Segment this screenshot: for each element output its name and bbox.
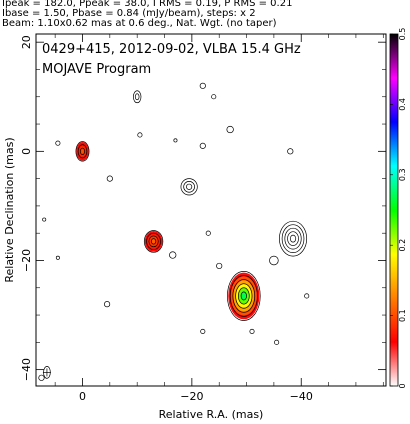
intensity-contour xyxy=(77,144,88,159)
intensity-contour xyxy=(79,147,86,155)
header-line-3: Beam: 1.10x0.62 mas at 0.6 deg., Nat. Wg… xyxy=(2,18,277,29)
noise-contour xyxy=(137,132,143,138)
contour-layer xyxy=(38,82,310,381)
y-tick-label: −40 xyxy=(20,358,33,381)
noise-contour xyxy=(287,148,294,155)
y-axis-label: Relative Declination (mas) xyxy=(3,137,16,282)
noise-contour xyxy=(200,328,206,334)
intensity-contour xyxy=(183,180,195,193)
intensity-contour xyxy=(180,178,198,196)
noise-contour xyxy=(205,230,211,236)
polarization-fill xyxy=(81,149,84,153)
axis-ticks xyxy=(36,34,386,386)
intensity-contour xyxy=(227,271,261,321)
noise-contour xyxy=(304,293,310,299)
colorbar-tick-label: 0.4 xyxy=(398,98,407,111)
intensity-contour xyxy=(235,283,253,309)
noise-contour xyxy=(199,142,206,149)
source-component-knot xyxy=(132,90,142,104)
noise-contour xyxy=(226,125,234,134)
intensity-contour xyxy=(75,141,90,162)
noise-contour xyxy=(104,301,111,308)
colorbar: 0 0.1 0.2 0.3 0.4 0.5 xyxy=(389,28,407,389)
colorbar-tick-label: 0.2 xyxy=(398,239,407,252)
source-component-knot xyxy=(143,230,164,253)
noise-contour xyxy=(211,94,217,100)
colorbar-tick-label: 0.3 xyxy=(398,168,407,181)
y-tick-label: 0 xyxy=(20,148,33,155)
noise-contour xyxy=(269,255,279,266)
source-component-hotspot xyxy=(227,271,261,321)
x-tick-label: 0 xyxy=(79,390,86,403)
chart-title: 0429+415, 2012-09-02, VLBA 15.4 GHz xyxy=(42,42,301,57)
x-axis-label: Relative R.A. (mas) xyxy=(159,408,264,421)
colorbar-fill xyxy=(389,33,399,387)
intensity-contour xyxy=(284,227,302,250)
intensity-contour xyxy=(229,275,258,317)
noise-contour xyxy=(169,251,177,259)
intensity-contour xyxy=(279,220,308,257)
intensity-contour xyxy=(287,231,299,246)
intensity-contour xyxy=(240,291,247,301)
noise-contour xyxy=(199,82,206,89)
intensity-contour xyxy=(289,234,297,243)
noise-contour xyxy=(106,175,113,182)
source-component-lobe xyxy=(279,220,308,257)
noise-contour xyxy=(249,328,255,334)
noise-contour xyxy=(55,255,60,260)
intensity-contour xyxy=(143,230,164,253)
source-component-core xyxy=(75,141,90,162)
colorbar-tick-label: 0 xyxy=(398,383,407,388)
y-tick-label: −20 xyxy=(20,249,33,272)
intensity-contour xyxy=(132,90,142,104)
intensity-contour xyxy=(134,93,140,101)
noise-contour xyxy=(55,140,61,146)
intensity-contour xyxy=(148,235,159,248)
intensity-contour xyxy=(237,287,250,305)
intensity-contour xyxy=(232,279,256,313)
intensity-contour xyxy=(146,232,161,250)
x-tick-label: −20 xyxy=(180,390,203,403)
plot-frame xyxy=(35,33,387,387)
y-tick-label: 20 xyxy=(20,35,33,49)
noise-contour xyxy=(173,138,178,143)
intensity-contour xyxy=(281,224,305,253)
intensity-contour xyxy=(186,183,193,190)
polarization-fill xyxy=(152,239,156,244)
polarization-fill xyxy=(241,292,247,300)
tick-labels: 0 −20 −40 20 0 −20 −40 xyxy=(20,35,313,403)
chart-subtitle: MOJAVE Program xyxy=(42,62,151,77)
header-line-1: Ipeak = 182.0, Ppeak = 38.0, I RMS = 0.1… xyxy=(2,0,293,9)
colorbar-tick-label: 0.5 xyxy=(398,28,407,41)
x-tick-label: −40 xyxy=(290,390,313,403)
noise-contour xyxy=(38,374,45,381)
intensity-contour xyxy=(150,238,157,245)
header-line-2: Ibase = 1.50, Pbase = 0.84 (mJy/beam), s… xyxy=(2,8,256,19)
noise-contour xyxy=(42,217,47,222)
noise-contour xyxy=(274,339,280,345)
colorbar-tick-label: 0.1 xyxy=(398,309,407,322)
noise-contour xyxy=(216,262,223,270)
source-component-knot xyxy=(180,178,198,196)
